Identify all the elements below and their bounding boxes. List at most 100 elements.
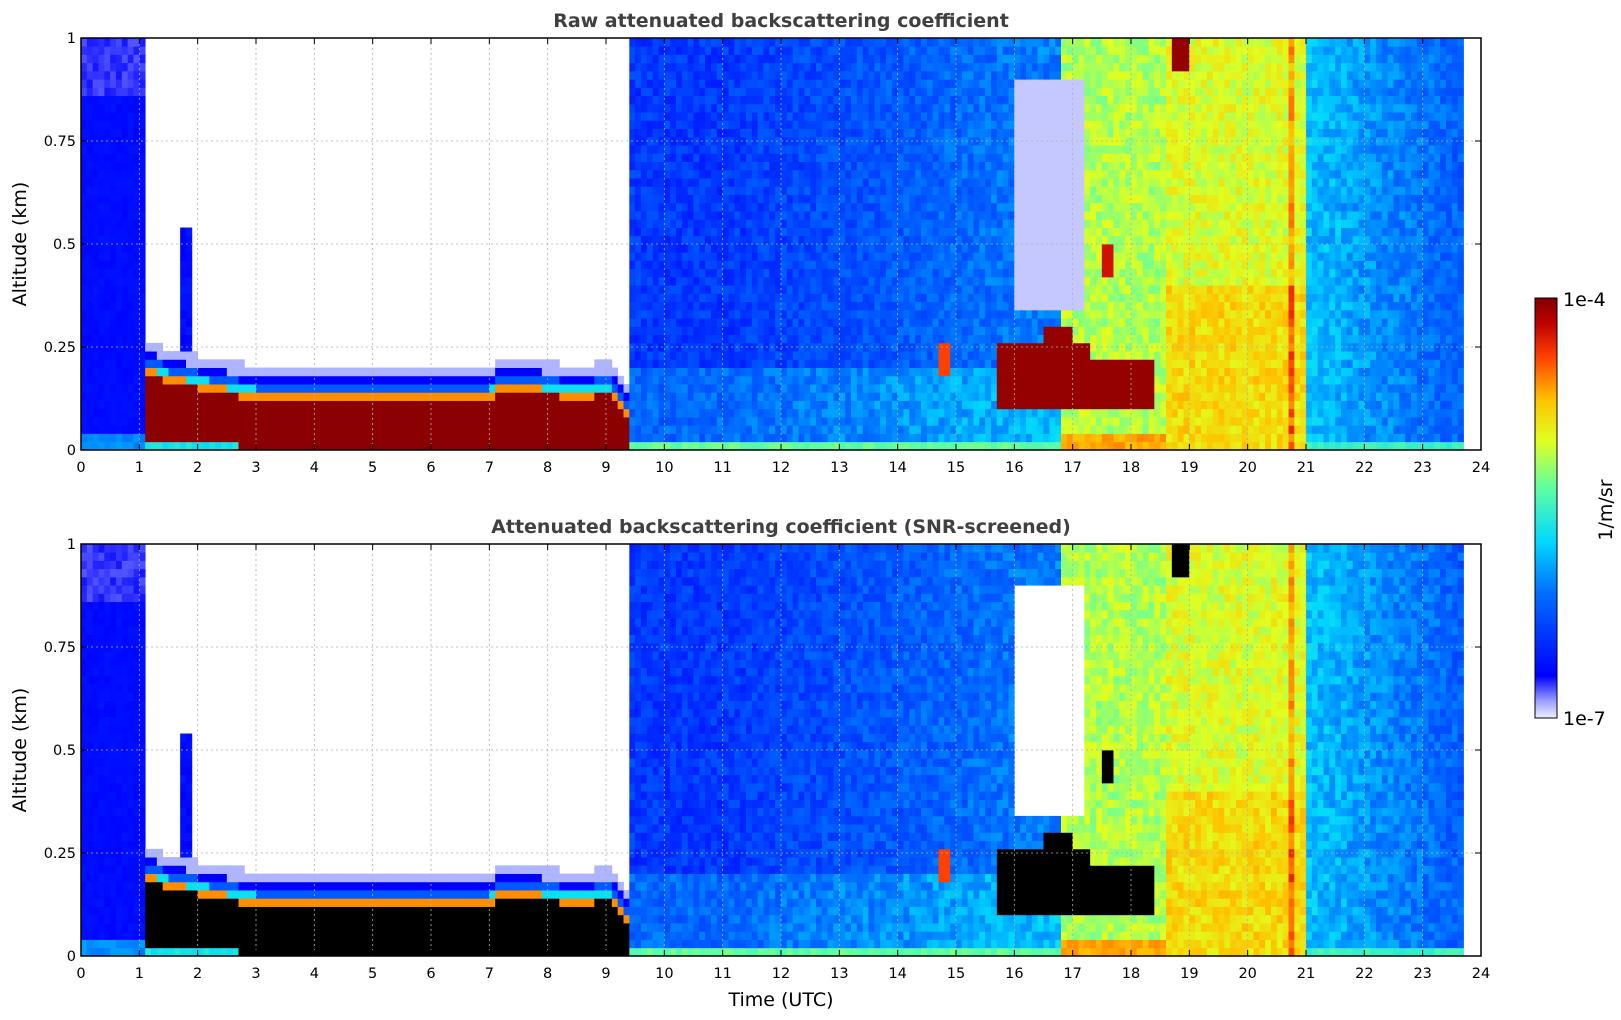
- heatmap-cell: [448, 425, 455, 434]
- heatmap-cell: [681, 87, 689, 97]
- heatmap-cell: [786, 169, 794, 179]
- heatmap-cell: [658, 178, 665, 187]
- heatmap-cell: [425, 441, 432, 451]
- heatmap-cell: [868, 79, 875, 88]
- heatmap-cell: [658, 87, 665, 97]
- heatmap-cell: [716, 79, 724, 88]
- heatmap-cell: [466, 417, 473, 426]
- heatmap-cell: [816, 202, 823, 212]
- heatmap-cell: [792, 128, 799, 138]
- heatmap-cell: [950, 334, 957, 344]
- heatmap-cell: [786, 244, 794, 253]
- heatmap-cell: [932, 79, 939, 88]
- heatmap-cell: [763, 120, 770, 130]
- heatmap-cell: [226, 425, 234, 434]
- heatmap-cell: [98, 54, 105, 64]
- heatmap-cell: [699, 120, 706, 130]
- heatmap-cell: [956, 334, 963, 344]
- heatmap-cell: [133, 285, 140, 294]
- heatmap-cell: [565, 425, 572, 434]
- heatmap-cell: [664, 169, 671, 179]
- heatmap-cell: [979, 384, 986, 393]
- heatmap-cell: [821, 54, 829, 64]
- heatmap-cell: [996, 38, 1004, 47]
- heatmap-cell: [407, 425, 414, 434]
- heatmap-cell: [996, 128, 1004, 138]
- heatmap-cell: [238, 359, 245, 368]
- heatmap-cell: [856, 202, 864, 212]
- heatmap-cell: [991, 293, 998, 303]
- heatmap-cell: [961, 318, 969, 327]
- heatmap-cell: [699, 227, 706, 237]
- heatmap-cell: [512, 392, 519, 401]
- heatmap-cell: [728, 441, 735, 451]
- heatmap-cell: [763, 211, 770, 220]
- heatmap-cell: [886, 408, 893, 418]
- heatmap-cell: [139, 103, 146, 113]
- heatmap-cell: [862, 359, 869, 368]
- heatmap-cell: [361, 441, 368, 451]
- heatmap-cell: [932, 145, 939, 154]
- heatmap-cell: [769, 145, 776, 154]
- heatmap-cell: [973, 145, 980, 154]
- heatmap-cell: [979, 95, 986, 105]
- heatmap-cell: [956, 145, 963, 154]
- heatmap-cell: [518, 408, 525, 418]
- heatmap-cell: [798, 367, 805, 377]
- heatmap-cell: [454, 408, 461, 418]
- heatmap-cell: [874, 70, 881, 80]
- heatmap-cell: [938, 202, 945, 212]
- heatmap-cell: [693, 194, 700, 204]
- heatmap-cell: [145, 433, 152, 443]
- heatmap-cell: [734, 441, 741, 451]
- heatmap-cell: [442, 408, 449, 418]
- heatmap-cell: [740, 153, 747, 162]
- heatmap-cell: [86, 268, 94, 278]
- heatmap-cell: [506, 441, 514, 451]
- heatmap-cell: [979, 260, 986, 270]
- heatmap-cell: [711, 260, 718, 270]
- heatmap-cell: [816, 417, 823, 426]
- heatmap-cell: [786, 112, 794, 121]
- heatmap-cell: [617, 375, 624, 385]
- heatmap-cell: [956, 244, 963, 253]
- heatmap-cell: [203, 392, 210, 401]
- heatmap-cell: [716, 408, 724, 418]
- heatmap-cell: [909, 153, 916, 162]
- heatmap-cell: [110, 54, 117, 64]
- heatmap-cell: [320, 433, 327, 443]
- heatmap-cell: [862, 211, 869, 220]
- heatmap-cell: [296, 400, 304, 410]
- heatmap-cell: [296, 408, 304, 418]
- heatmap-cell: [1002, 433, 1009, 443]
- heatmap-cell: [903, 235, 910, 245]
- heatmap-cell: [145, 375, 152, 385]
- heatmap-cell: [769, 285, 776, 294]
- heatmap-cell: [1026, 62, 1033, 72]
- heatmap-cell: [536, 425, 543, 434]
- heatmap-cell: [944, 425, 951, 434]
- heatmap-cell: [1031, 62, 1039, 72]
- heatmap-cell: [798, 359, 805, 368]
- heatmap-cell: [1026, 375, 1033, 385]
- heatmap-cell: [734, 227, 741, 237]
- heatmap-cell: [98, 219, 105, 228]
- heatmap-cell: [711, 375, 718, 385]
- heatmap-cell: [961, 268, 969, 278]
- heatmap-cell: [209, 384, 216, 393]
- heatmap-cell: [646, 318, 654, 327]
- heatmap-cell: [868, 334, 875, 344]
- heatmap-cell: [658, 425, 665, 434]
- heatmap-cell: [950, 244, 957, 253]
- heatmap-cell: [909, 186, 916, 195]
- heatmap-cell: [996, 62, 1004, 72]
- heatmap-cell: [139, 351, 146, 360]
- heatmap-cell: [740, 38, 747, 47]
- heatmap-cell: [746, 384, 753, 393]
- heatmap-cell: [588, 400, 595, 410]
- heatmap-cell: [903, 169, 910, 179]
- heatmap-cell: [133, 95, 140, 105]
- heatmap-cell: [926, 103, 934, 113]
- heatmap-cell: [728, 54, 735, 64]
- heatmap-cell: [326, 384, 333, 393]
